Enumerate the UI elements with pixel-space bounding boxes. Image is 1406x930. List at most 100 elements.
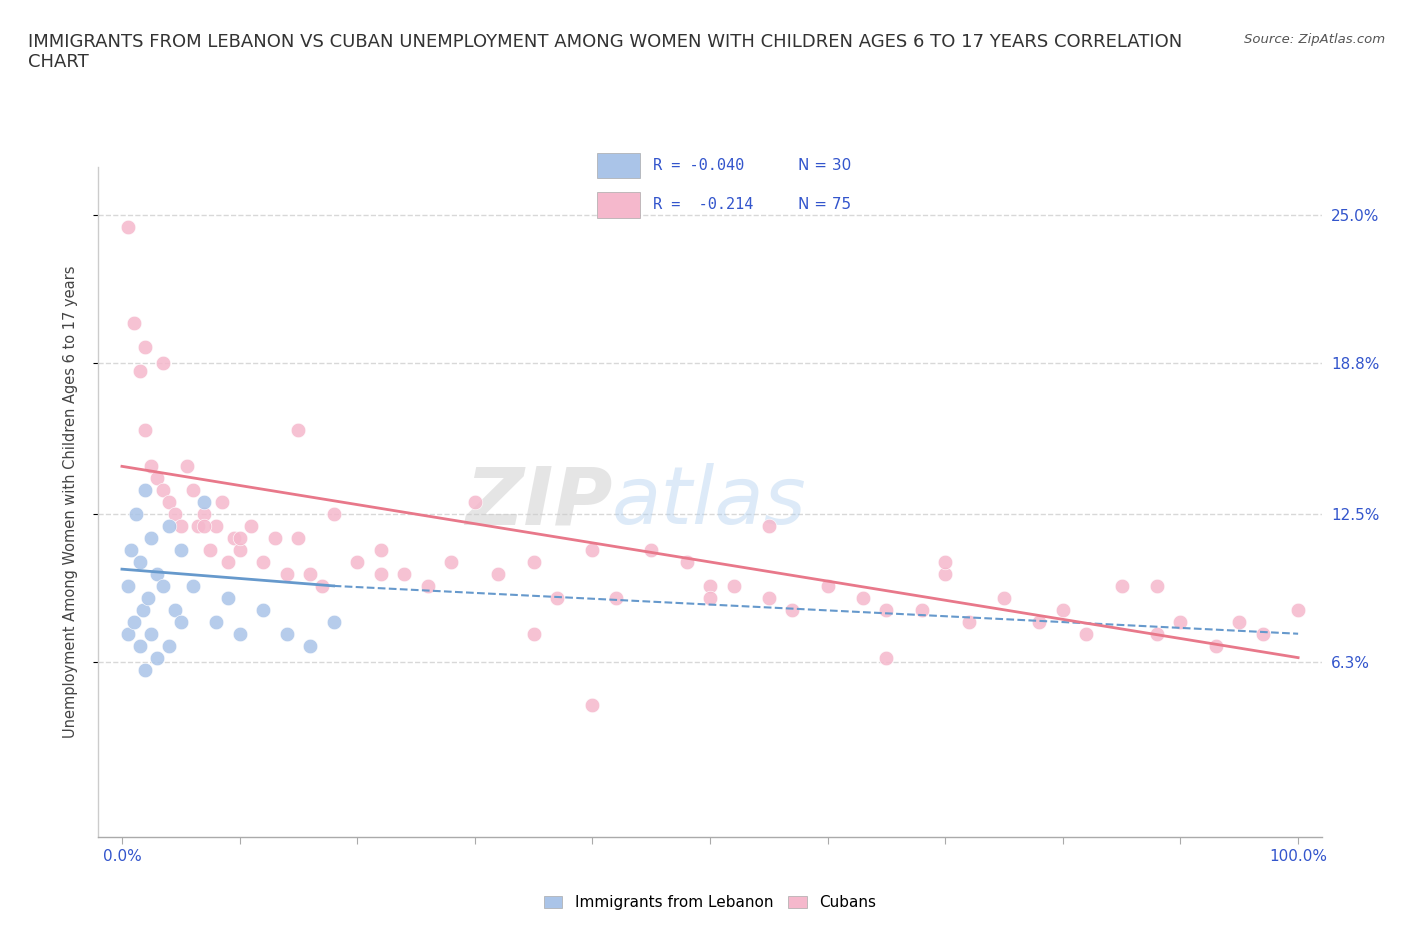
Point: [117, 578, 139, 593]
Point: [370, 566, 392, 581]
Point: [911, 603, 934, 618]
Point: [934, 554, 956, 569]
Point: [193, 495, 215, 510]
Point: [1146, 626, 1168, 641]
Point: [605, 591, 627, 605]
Point: [287, 531, 309, 546]
Point: [120, 542, 142, 557]
Point: [287, 423, 309, 438]
Point: [322, 507, 344, 522]
Point: [170, 615, 193, 630]
Point: [581, 542, 603, 557]
Point: [782, 603, 804, 618]
Point: [276, 566, 298, 581]
Point: [523, 626, 546, 641]
Point: [1111, 578, 1133, 593]
Point: [852, 591, 875, 605]
Point: [581, 698, 603, 713]
Point: [817, 578, 839, 593]
Point: [211, 495, 233, 510]
Point: [141, 531, 163, 546]
Point: [252, 603, 274, 618]
Point: [723, 578, 745, 593]
Point: [128, 554, 150, 569]
Text: ZIP: ZIP: [465, 463, 612, 541]
Point: [134, 423, 156, 438]
Point: [1286, 603, 1309, 618]
Point: [134, 483, 156, 498]
Point: [193, 507, 215, 522]
Point: [128, 364, 150, 379]
Text: Source: ZipAtlas.com: Source: ZipAtlas.com: [1244, 33, 1385, 46]
Point: [1227, 615, 1250, 630]
Point: [198, 542, 221, 557]
Point: [136, 591, 159, 605]
Point: [134, 662, 156, 677]
Point: [228, 542, 250, 557]
Point: [346, 554, 368, 569]
Point: [181, 483, 204, 498]
Point: [122, 615, 145, 630]
Point: [640, 542, 662, 557]
Text: IMMIGRANTS FROM LEBANON VS CUBAN UNEMPLOYMENT AMONG WOMEN WITH CHILDREN AGES 6 T: IMMIGRANTS FROM LEBANON VS CUBAN UNEMPLO…: [28, 33, 1182, 72]
Point: [134, 339, 156, 354]
Point: [170, 542, 193, 557]
Point: [699, 578, 721, 593]
Point: [122, 315, 145, 330]
Point: [934, 566, 956, 581]
Point: [263, 531, 285, 546]
Y-axis label: Unemployment Among Women with Children Ages 6 to 17 years: Unemployment Among Women with Children A…: [63, 266, 77, 738]
Point: [157, 495, 180, 510]
Point: [699, 591, 721, 605]
Point: [205, 519, 228, 534]
Point: [486, 566, 509, 581]
Point: [1146, 578, 1168, 593]
Point: [523, 554, 546, 569]
Point: [128, 638, 150, 653]
Point: [416, 578, 439, 593]
Point: [1170, 615, 1192, 630]
Bar: [596, 153, 640, 179]
Point: [675, 554, 697, 569]
Point: [117, 219, 139, 234]
Point: [181, 578, 204, 593]
Point: [299, 566, 322, 581]
Point: [146, 566, 169, 581]
Point: [322, 615, 344, 630]
Point: [170, 519, 193, 534]
Point: [957, 615, 980, 630]
Text: atlas: atlas: [612, 463, 807, 541]
Legend: Immigrants from Lebanon, Cubans: Immigrants from Lebanon, Cubans: [538, 889, 882, 916]
Point: [1251, 626, 1274, 641]
Text: N = 30: N = 30: [799, 158, 852, 173]
Point: [311, 578, 333, 593]
Point: [758, 591, 780, 605]
Point: [141, 626, 163, 641]
Point: [157, 519, 180, 534]
Point: [276, 626, 298, 641]
Point: [217, 591, 239, 605]
Point: [176, 458, 198, 473]
Point: [394, 566, 416, 581]
Point: [758, 519, 780, 534]
Bar: [596, 192, 640, 218]
Point: [132, 603, 155, 618]
Point: [193, 519, 215, 534]
Point: [875, 650, 897, 665]
Point: [228, 626, 250, 641]
Point: [146, 471, 169, 485]
Point: [146, 650, 169, 665]
Point: [152, 578, 174, 593]
Point: [125, 507, 148, 522]
Point: [152, 356, 174, 371]
Text: N = 75: N = 75: [799, 197, 852, 212]
Point: [228, 531, 250, 546]
Point: [217, 554, 239, 569]
Point: [117, 626, 139, 641]
Point: [546, 591, 568, 605]
Text: R =  -0.214: R = -0.214: [652, 197, 754, 212]
Point: [187, 519, 209, 534]
Point: [1205, 638, 1227, 653]
Point: [875, 603, 897, 618]
Text: R = -0.040: R = -0.040: [652, 158, 744, 173]
